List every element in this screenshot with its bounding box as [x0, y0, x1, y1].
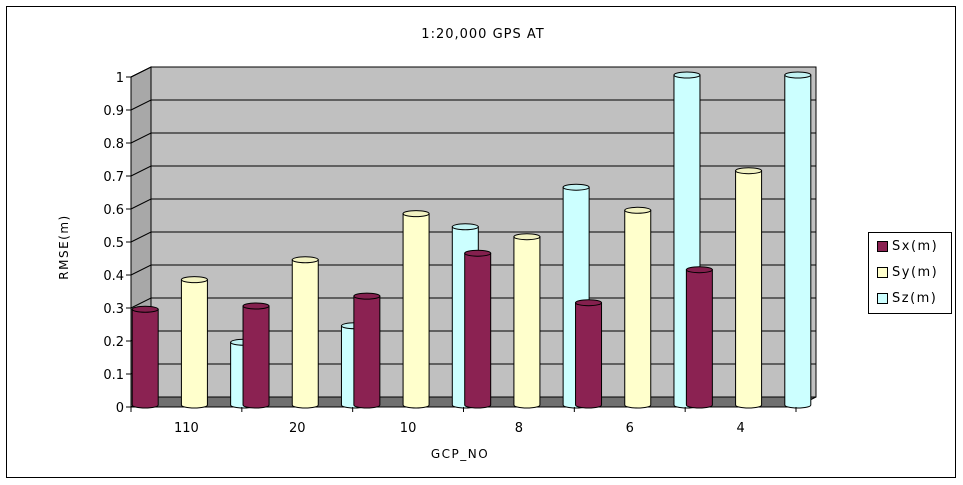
bar-4-0: [685, 269, 713, 409]
bar-10-0: [353, 295, 381, 409]
chart-frame: 1:20,000 GPS AT 0 0.1 0.2 0.3 0.4 0.5 0.6 0.7 0.…: [6, 6, 956, 478]
chart-svg: 1:20,000 GPS AT 0 0.1 0.2 0.3 0.4 0.5 0.6 0.7 0.…: [57, 27, 817, 461]
legend-item-sz: Sz(m): [877, 289, 937, 307]
x-axis-title: GCP_NO: [431, 447, 489, 461]
bar-110-1: [180, 279, 208, 409]
bar-top-10-0: [353, 292, 381, 300]
bar-top-4-0: [685, 266, 713, 274]
bar-8-0: [464, 252, 492, 409]
y-tick-label: 0.4: [103, 269, 124, 284]
bar-top-4-1: [735, 167, 763, 175]
x-tick-label: 8: [515, 421, 523, 436]
gridline: [130, 198, 816, 210]
bar-top-110-0: [131, 305, 159, 313]
gridline: [130, 165, 816, 177]
bar-top-8-1: [513, 233, 541, 241]
bar-20-0: [242, 305, 270, 409]
y-tick-label: 0.2: [103, 335, 124, 350]
legend-item-sx: Sx(m): [877, 237, 938, 255]
y-tick-label: 0.7: [103, 170, 124, 185]
bar-top-10-1: [402, 210, 430, 218]
legend-swatch-sy: [877, 266, 888, 278]
bar-110-0: [131, 308, 159, 409]
gridline: [130, 264, 816, 276]
y-tick-label: 0.1: [103, 368, 124, 383]
y-tick-label: 0: [116, 401, 124, 416]
y-tick-label: 1: [116, 71, 124, 86]
legend-label-sx: Sx(m): [892, 238, 939, 254]
gridline: [130, 99, 816, 111]
chart-title: 1:20,000 GPS AT: [421, 27, 544, 42]
x-tick-label: 110: [174, 421, 199, 436]
y-tick-label: 0.8: [103, 137, 124, 152]
bar-top-8-0: [464, 249, 492, 257]
bar-top-10-2: [451, 223, 479, 231]
bar-10-1: [402, 213, 430, 409]
y-tick-label: 0.6: [103, 203, 124, 218]
bar-top-4-2: [784, 71, 812, 79]
x-tick-label: 20: [289, 421, 306, 436]
bar-top-6-2: [673, 71, 701, 79]
x-tick-label: 10: [400, 421, 417, 436]
plot-area: 0 0.1 0.2 0.3 0.4 0.5 0.6 0.7 0.8 0.9 1 110 20 10 8 6 4: [103, 66, 817, 436]
legend-item-sy: Sy(m): [877, 263, 938, 281]
gridline: [130, 66, 816, 78]
bar-top-20-1: [291, 256, 319, 264]
y-tick-label: 0.5: [103, 236, 124, 251]
gridline: [130, 231, 816, 243]
legend-swatch-sx: [877, 240, 888, 252]
bar-top-6-1: [624, 206, 652, 214]
bar-20-1: [291, 259, 319, 409]
bar-top-110-1: [180, 276, 208, 284]
legend-label-sy: Sy(m): [892, 264, 939, 280]
bar-top-8-2: [562, 183, 590, 191]
gridline: [130, 297, 816, 309]
legend-swatch-sz: [877, 292, 888, 304]
legend: Sx(m) Sy(m) Sz(m): [868, 232, 952, 314]
gridline: [130, 132, 816, 144]
bar-6-0: [575, 302, 603, 409]
x-tick-label: 6: [626, 421, 634, 436]
y-tick-label: 0.9: [103, 104, 124, 119]
legend-label-sz: Sz(m): [892, 290, 938, 306]
y-axis-title: RMSE(m): [57, 214, 71, 279]
bar-4-2: [784, 74, 812, 409]
bar-6-1: [624, 209, 652, 409]
y-tick-label: 0.3: [103, 302, 124, 317]
bar-top-20-0: [242, 302, 270, 310]
bar-8-1: [513, 236, 541, 409]
bar-4-1: [735, 170, 763, 409]
bar-top-6-0: [575, 299, 603, 307]
x-tick-label: 4: [736, 421, 744, 436]
